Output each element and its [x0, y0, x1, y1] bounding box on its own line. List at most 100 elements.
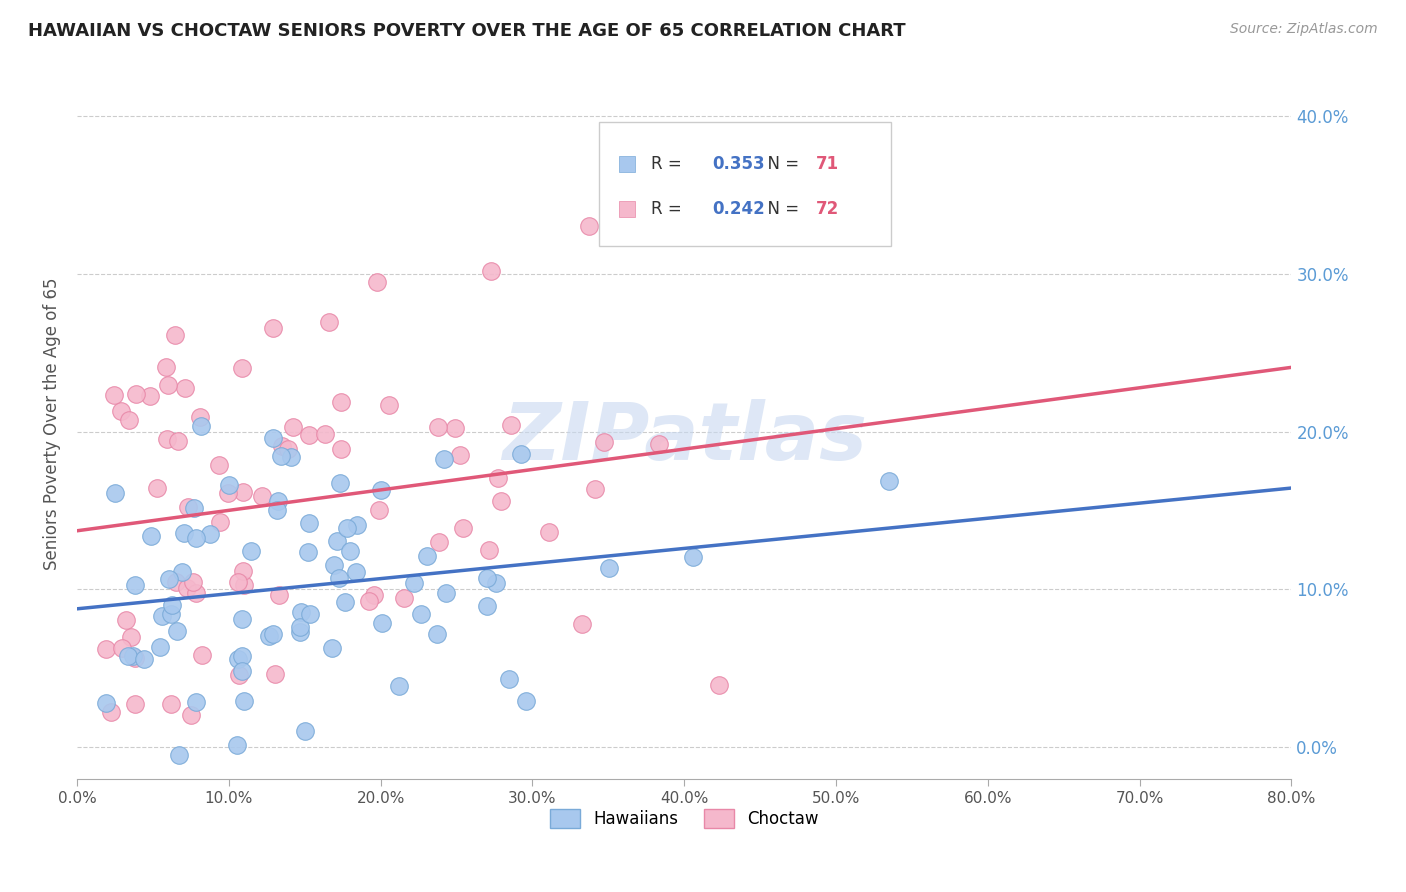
- Hawaiians: [173, 526, 195, 541]
- Choctaw: [264, 667, 287, 681]
- Choctaw: [226, 574, 249, 589]
- Hawaiians: [198, 527, 221, 541]
- Choctaw: [359, 594, 381, 608]
- Choctaw: [583, 482, 606, 496]
- Choctaw: [176, 500, 198, 514]
- Hawaiians: [270, 449, 292, 463]
- Choctaw: [314, 427, 336, 442]
- Hawaiians: [190, 418, 212, 433]
- Text: 0.242: 0.242: [713, 200, 765, 219]
- Choctaw: [593, 435, 616, 450]
- Hawaiians: [160, 598, 183, 612]
- Hawaiians: [321, 640, 343, 655]
- Choctaw: [270, 439, 292, 453]
- Choctaw: [166, 434, 188, 448]
- Hawaiians: [498, 672, 520, 686]
- Choctaw: [228, 668, 250, 682]
- Choctaw: [486, 471, 509, 485]
- Choctaw: [184, 585, 207, 599]
- Text: R =: R =: [651, 200, 688, 219]
- Choctaw: [277, 442, 299, 457]
- Choctaw: [209, 515, 232, 529]
- Choctaw: [501, 418, 523, 433]
- Hawaiians: [149, 640, 172, 654]
- Hawaiians: [326, 534, 349, 549]
- Choctaw: [269, 588, 291, 602]
- Choctaw: [139, 389, 162, 403]
- Hawaiians: [371, 616, 394, 631]
- Legend: Hawaiians, Choctaw: Hawaiians, Choctaw: [544, 802, 825, 835]
- Choctaw: [176, 581, 198, 595]
- Text: ZIPatlas: ZIPatlas: [502, 399, 866, 477]
- Choctaw: [156, 433, 179, 447]
- Hawaiians: [388, 679, 411, 693]
- Choctaw: [478, 542, 501, 557]
- Hawaiians: [329, 476, 352, 491]
- Text: 72: 72: [815, 200, 838, 219]
- Choctaw: [174, 381, 197, 395]
- Hawaiians: [328, 571, 350, 585]
- Text: N =: N =: [758, 200, 804, 219]
- Hawaiians: [510, 447, 533, 461]
- Choctaw: [111, 640, 134, 655]
- Hawaiians: [598, 560, 620, 574]
- Choctaw: [118, 413, 141, 427]
- Hawaiians: [186, 695, 208, 709]
- Choctaw: [281, 419, 304, 434]
- Choctaw: [208, 458, 231, 472]
- Choctaw: [125, 387, 148, 401]
- Choctaw: [444, 421, 467, 435]
- Choctaw: [578, 219, 600, 233]
- Choctaw: [392, 591, 415, 605]
- Hawaiians: [267, 494, 290, 508]
- Text: Source: ZipAtlas.com: Source: ZipAtlas.com: [1230, 22, 1378, 37]
- Hawaiians: [409, 607, 432, 621]
- Choctaw: [183, 575, 205, 590]
- Choctaw: [363, 588, 385, 602]
- Choctaw: [217, 486, 239, 500]
- Choctaw: [648, 437, 671, 451]
- Hawaiians: [231, 648, 253, 663]
- Hawaiians: [172, 565, 194, 579]
- Hawaiians: [336, 521, 359, 535]
- Choctaw: [180, 708, 202, 723]
- Text: R =: R =: [651, 155, 688, 173]
- FancyBboxPatch shape: [599, 122, 891, 246]
- Choctaw: [426, 419, 449, 434]
- Hawaiians: [104, 485, 127, 500]
- Hawaiians: [218, 477, 240, 491]
- Hawaiians: [134, 652, 156, 666]
- Hawaiians: [231, 665, 253, 679]
- Hawaiians: [290, 605, 312, 619]
- Choctaw: [231, 360, 253, 375]
- Hawaiians: [682, 549, 704, 564]
- Choctaw: [707, 678, 730, 692]
- Text: N =: N =: [758, 155, 804, 173]
- Choctaw: [538, 524, 561, 539]
- Hawaiians: [183, 501, 205, 516]
- Hawaiians: [139, 529, 162, 543]
- Choctaw: [94, 641, 117, 656]
- Hawaiians: [434, 586, 457, 600]
- Choctaw: [165, 574, 187, 589]
- Choctaw: [250, 489, 273, 503]
- Choctaw: [110, 404, 132, 418]
- Choctaw: [157, 378, 180, 392]
- Hawaiians: [124, 577, 146, 591]
- Hawaiians: [290, 624, 312, 639]
- Choctaw: [366, 276, 388, 290]
- Hawaiians: [262, 431, 284, 445]
- Choctaw: [368, 503, 391, 517]
- Choctaw: [121, 630, 143, 644]
- Hawaiians: [288, 620, 311, 634]
- Hawaiians: [117, 649, 139, 664]
- Choctaw: [100, 705, 122, 719]
- Hawaiians: [186, 531, 208, 545]
- Choctaw: [146, 481, 169, 495]
- Choctaw: [378, 398, 401, 412]
- Hawaiians: [294, 724, 316, 739]
- Hawaiians: [232, 694, 254, 708]
- Hawaiians: [477, 571, 499, 585]
- Choctaw: [571, 617, 593, 632]
- Text: HAWAIIAN VS CHOCTAW SENIORS POVERTY OVER THE AGE OF 65 CORRELATION CHART: HAWAIIAN VS CHOCTAW SENIORS POVERTY OVER…: [28, 22, 905, 40]
